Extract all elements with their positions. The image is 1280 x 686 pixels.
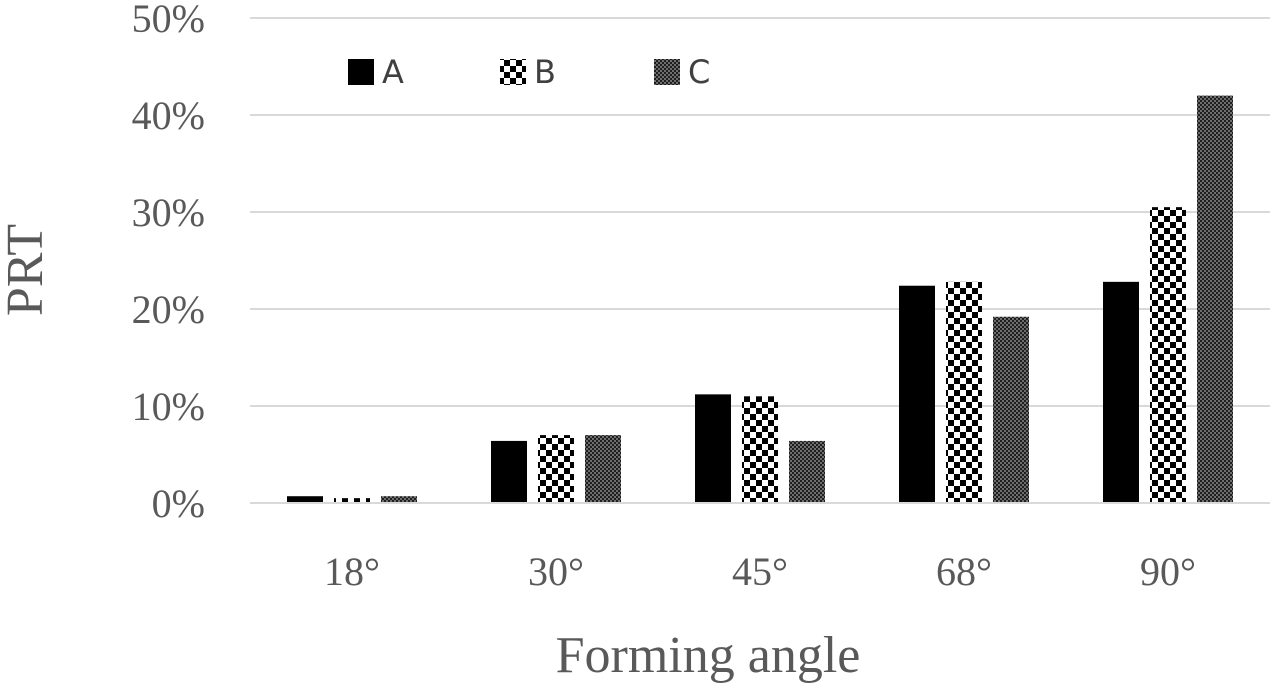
y-tick-label: 40% (132, 93, 205, 138)
bar-B-0 (334, 498, 370, 503)
y-tick-label: 0% (152, 481, 205, 526)
y-tick-label: 20% (132, 287, 205, 332)
legend-label-B: B (534, 53, 556, 91)
bar-C-1 (585, 435, 621, 503)
y-axis-tick-labels: 0% 10% 20% 30% 40% 50% (132, 0, 205, 526)
x-tick-label: 45° (732, 549, 788, 594)
bar-C-0 (381, 496, 417, 503)
x-axis-title: Forming angle (556, 627, 861, 684)
x-tick-label: 18° (324, 549, 380, 594)
legend-swatch-B (500, 59, 526, 85)
x-tick-label: 30° (528, 549, 584, 594)
bar-B-2 (742, 396, 778, 503)
bar-A-2 (695, 394, 731, 503)
bar-A-0 (287, 496, 323, 503)
bars (250, 95, 1270, 504)
legend: A B C (348, 53, 710, 91)
bar-A-1 (491, 440, 527, 503)
bar-C-4 (1197, 95, 1233, 503)
legend-label-C: C (688, 53, 710, 91)
y-tick-label: 30% (132, 190, 205, 235)
x-tick-label: 90° (1140, 549, 1196, 594)
bar-A-4 (1103, 281, 1139, 503)
y-tick-label: 50% (132, 0, 205, 41)
legend-swatch-C (654, 59, 680, 85)
bar-C-3 (993, 316, 1029, 503)
legend-label-A: A (382, 53, 404, 91)
bar-A-3 (899, 285, 935, 503)
y-tick-label: 10% (132, 384, 205, 429)
bar-B-3 (946, 281, 982, 503)
bar-B-1 (538, 435, 574, 503)
bar-C-2 (789, 440, 825, 503)
bar-B-4 (1150, 207, 1186, 503)
legend-swatch-A (348, 59, 374, 85)
x-axis-tick-labels: 18° 30° 45° 68° 90° (324, 549, 1196, 594)
y-axis-title: PRT (0, 224, 54, 316)
x-tick-label: 68° (936, 549, 992, 594)
